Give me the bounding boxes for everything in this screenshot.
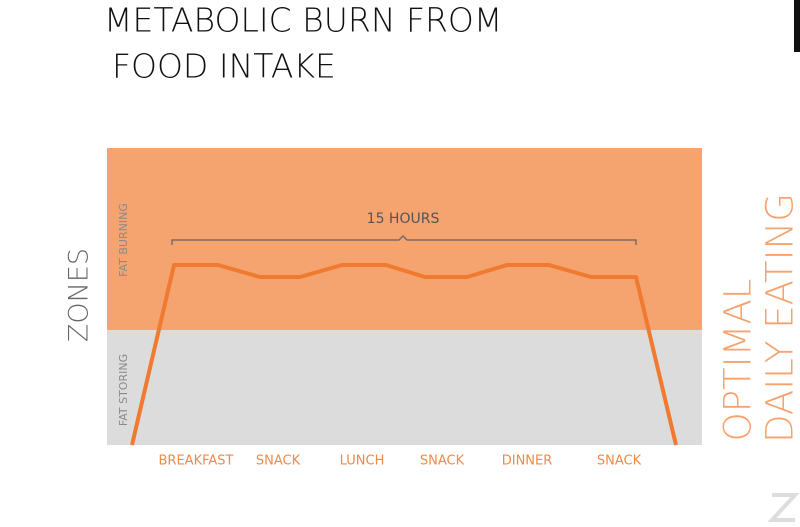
side-label: OPTIMAL (717, 279, 760, 442)
category-label: SNACK (597, 454, 642, 469)
category-label: DINNER (502, 454, 553, 469)
category-label: SNACK (420, 454, 465, 469)
category-label: SNACK (256, 454, 301, 469)
category-label: LUNCH (340, 454, 385, 469)
category-label: BREAKFAST (159, 454, 234, 469)
burn-line (130, 263, 678, 446)
side-label: DAILY EATING (759, 193, 800, 443)
span-label: 15 HOURS (367, 211, 440, 227)
zone-label: FAT STORING (117, 354, 130, 426)
corner-block (794, 0, 800, 52)
zone-label: FAT BURNING (117, 203, 130, 277)
title-line: METABOLIC BURN FROM (104, 1, 502, 40)
axis-label: ZONES (64, 248, 95, 342)
fat-storing-zone (107, 330, 702, 445)
logo (767, 493, 800, 522)
title-line: FOOD INTAKE (112, 47, 336, 86)
span-bracket (171, 234, 637, 245)
fat-burning-zone (107, 148, 702, 330)
